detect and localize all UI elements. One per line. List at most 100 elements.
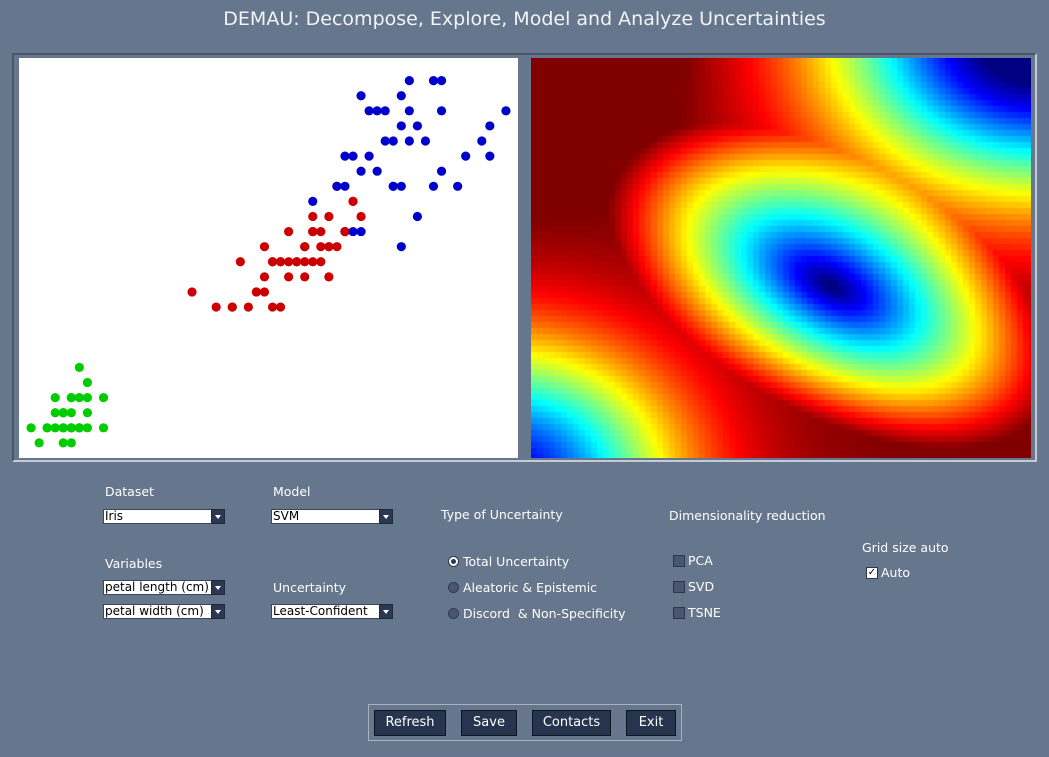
scatter-point <box>58 408 68 418</box>
scatter-point <box>485 151 495 161</box>
chevron-down-icon[interactable] <box>211 509 225 524</box>
scatter-point <box>356 226 366 237</box>
chevron-down-icon[interactable] <box>379 509 393 524</box>
y-variable-select[interactable]: petal width (cm) <box>103 604 225 619</box>
scatter-point <box>82 408 93 418</box>
uncertainty-heatmap <box>531 58 1031 458</box>
dataset-select[interactable]: Iris <box>103 509 225 524</box>
scatter-point <box>235 257 245 267</box>
uncertainty-value: Least-Confident <box>273 604 368 618</box>
radio-icon <box>448 582 459 593</box>
scatter-point <box>284 257 294 267</box>
checkbox-svd[interactable]: SVD <box>673 579 714 594</box>
scatter-point <box>412 211 422 222</box>
exit-button[interactable]: Exit <box>626 710 676 736</box>
scatter-point <box>259 242 270 252</box>
radio-discord-nonspecificity[interactable]: Discord & Non-Specificity <box>448 606 626 621</box>
save-button[interactable]: Save <box>461 710 517 736</box>
scatter-point <box>436 166 447 176</box>
scatter-point <box>356 166 366 176</box>
scatter-point <box>501 106 511 116</box>
scatter-point <box>340 151 350 161</box>
scatter-point <box>436 76 447 86</box>
scatter-point <box>66 393 76 403</box>
scatter-point <box>50 423 60 433</box>
scatter-point <box>66 423 76 433</box>
scatter-point <box>26 423 36 433</box>
scatter-point <box>324 211 334 222</box>
checkbox-icon <box>673 554 685 567</box>
scatter-point <box>332 181 342 191</box>
scatter-point <box>58 423 68 433</box>
scatter-point <box>404 76 414 86</box>
scatter-point <box>259 272 270 282</box>
scatter-point <box>50 408 60 418</box>
scatter-point <box>364 106 374 116</box>
chevron-down-icon[interactable] <box>211 580 225 595</box>
scatter-point <box>300 257 310 267</box>
checkmark-icon: ✓ <box>866 566 878 579</box>
scatter-point <box>461 151 471 161</box>
scatter-point <box>66 408 76 418</box>
scatter-point <box>356 91 366 101</box>
scatter-point <box>58 438 68 448</box>
scatter-point <box>364 151 374 161</box>
checkbox-label: SVD <box>688 579 715 594</box>
x-variable-select[interactable]: petal length (cm) <box>103 580 225 595</box>
scatter-point <box>267 257 278 267</box>
scatter-point <box>308 196 318 206</box>
scatter-point <box>453 181 463 191</box>
checkbox-pca[interactable]: PCA <box>673 553 713 568</box>
dataset-label: Dataset <box>105 484 154 499</box>
scatter-point <box>324 272 334 282</box>
scatter-point <box>404 106 414 116</box>
scatter-point <box>372 166 382 176</box>
model-label: Model <box>273 484 311 499</box>
checkbox-label: TSNE <box>688 605 721 620</box>
scatter-point <box>42 423 52 433</box>
scatter-point <box>275 257 286 267</box>
scatter-point <box>348 226 358 237</box>
refresh-button[interactable]: Refresh <box>374 710 446 736</box>
checkbox-icon <box>673 606 685 619</box>
radio-label: Discord & Non-Specificity <box>463 606 626 621</box>
scatter-point <box>82 393 93 403</box>
uncertainty-label: Uncertainty <box>273 580 347 595</box>
dataset-value: Iris <box>105 509 124 523</box>
radio-selected-icon <box>448 556 459 567</box>
radio-label: Aleatoric & Epistemic <box>463 580 598 595</box>
uncertainty-select[interactable]: Least-Confident <box>271 604 393 619</box>
checkbox-grid-auto[interactable]: ✓ Auto <box>866 565 910 580</box>
scatter-point <box>380 136 390 146</box>
scatter-point <box>412 121 422 131</box>
scatter-point <box>348 196 358 206</box>
radio-icon <box>448 608 459 619</box>
scatter-point <box>292 257 302 267</box>
scatter-point <box>477 136 487 146</box>
y-variable-value: petal width (cm) <box>105 604 204 618</box>
app-title: DEMAU: Decompose, Explore, Model and Ana… <box>223 8 826 30</box>
scatter-point <box>66 438 76 448</box>
scatter-point <box>340 226 350 237</box>
checkbox-icon <box>673 580 685 593</box>
scatter-point <box>316 257 326 267</box>
checkbox-tsne[interactable]: TSNE <box>673 605 721 620</box>
scatter-point <box>404 136 414 146</box>
scatter-point <box>284 272 294 282</box>
radio-total-uncertainty[interactable]: Total Uncertainty <box>448 554 569 569</box>
scatter-point <box>74 423 84 433</box>
scatter-point <box>82 423 93 433</box>
radio-aleatoric-epistemic[interactable]: Aleatoric & Epistemic <box>448 580 597 595</box>
x-variable-value: petal length (cm) <box>105 580 209 594</box>
radio-label: Total Uncertainty <box>463 554 570 569</box>
grid-size-label: Grid size auto <box>862 540 949 555</box>
scatter-point <box>211 302 221 312</box>
model-select[interactable]: SVM <box>271 509 393 524</box>
chevron-down-icon[interactable] <box>211 604 225 619</box>
scatter-point <box>187 287 197 297</box>
scatter-point <box>259 287 270 297</box>
scatter-point <box>308 226 318 237</box>
chevron-down-icon[interactable] <box>379 604 393 619</box>
contacts-button[interactable]: Contacts <box>532 710 611 736</box>
scatter-point <box>316 242 326 252</box>
